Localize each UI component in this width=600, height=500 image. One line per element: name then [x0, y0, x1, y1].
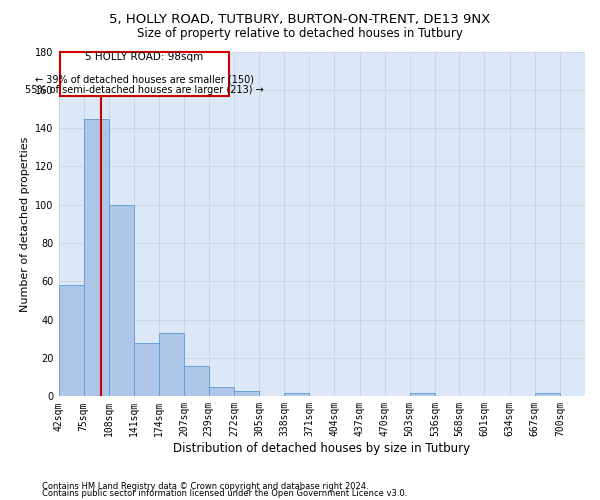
Text: ← 39% of detached houses are smaller (150): ← 39% of detached houses are smaller (15…: [35, 74, 254, 85]
X-axis label: Distribution of detached houses by size in Tutbury: Distribution of detached houses by size …: [173, 442, 470, 455]
Bar: [109, 205, 134, 396]
Text: Contains HM Land Registry data © Crown copyright and database right 2024.: Contains HM Land Registry data © Crown c…: [42, 482, 368, 491]
Bar: [535, 392, 560, 396]
Text: 5 HOLLY ROAD: 98sqm: 5 HOLLY ROAD: 98sqm: [85, 52, 203, 62]
Bar: [184, 366, 209, 396]
Text: 55% of semi-detached houses are larger (213) →: 55% of semi-detached houses are larger (…: [25, 86, 264, 96]
Bar: [159, 333, 184, 396]
Text: Contains public sector information licensed under the Open Government Licence v3: Contains public sector information licen…: [42, 490, 407, 498]
Text: 5, HOLLY ROAD, TUTBURY, BURTON-ON-TRENT, DE13 9NX: 5, HOLLY ROAD, TUTBURY, BURTON-ON-TRENT,…: [109, 12, 491, 26]
Bar: [84, 118, 109, 396]
Bar: [209, 387, 234, 396]
Bar: [410, 392, 435, 396]
Bar: [284, 392, 309, 396]
Bar: [59, 285, 84, 397]
FancyBboxPatch shape: [60, 52, 229, 96]
Text: Size of property relative to detached houses in Tutbury: Size of property relative to detached ho…: [137, 26, 463, 40]
Y-axis label: Number of detached properties: Number of detached properties: [20, 136, 30, 312]
Bar: [234, 390, 259, 396]
Bar: [134, 342, 159, 396]
